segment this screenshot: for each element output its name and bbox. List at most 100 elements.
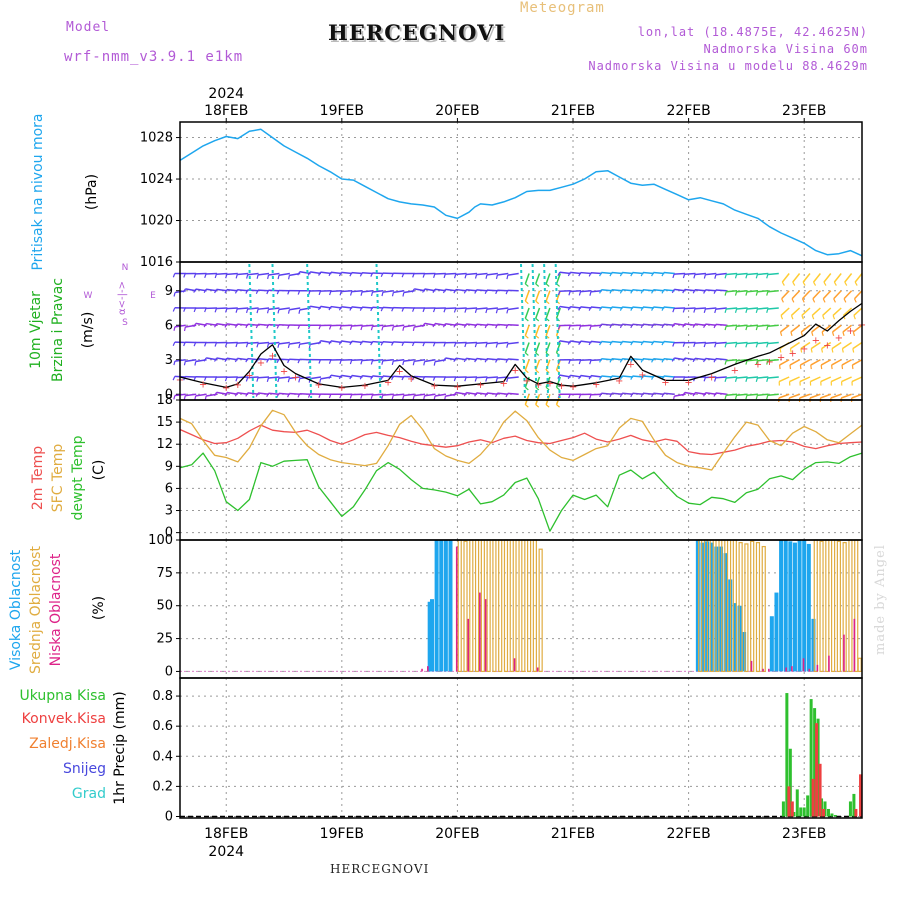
y-tick-label-wind: 9 — [165, 284, 173, 299]
compass-south: S — [122, 318, 128, 328]
wind-barb-feather — [453, 377, 457, 382]
wind-barb — [497, 358, 509, 361]
precip-bar-total — [830, 813, 834, 817]
wind-gust-marker: + — [476, 380, 484, 391]
wind-barb-feather — [713, 392, 717, 397]
cloud-bar-low — [843, 634, 845, 672]
precip-bar-convective — [818, 763, 822, 817]
wind-barb-feather — [619, 272, 623, 277]
wind-barb — [715, 376, 727, 379]
wind-barb-feather — [442, 357, 446, 362]
date-label-top: 22FEB — [666, 103, 710, 119]
wind-barb-feather — [318, 393, 321, 399]
precip-bar-total — [833, 814, 837, 817]
temperature-line-2 — [179, 452, 863, 532]
precip-axis-title: 1hr Precip (mm) — [112, 691, 128, 804]
wind-barb-feather — [349, 306, 353, 311]
cloud-bar-mid — [755, 542, 761, 673]
wind-barb-feather — [734, 395, 738, 400]
wind-barb-feather — [599, 324, 602, 329]
wind-barb — [705, 323, 717, 326]
wind-barb — [611, 392, 623, 395]
wind-barb — [535, 307, 541, 319]
wind-barb — [841, 393, 852, 399]
wind-barb-feather — [609, 289, 613, 294]
wind-barb-feather — [224, 392, 228, 397]
wind-barb-feather — [556, 404, 560, 408]
wind-barb-feather — [781, 281, 785, 286]
wind-barb — [507, 323, 519, 326]
y-tick-label-temperature: 6 — [165, 481, 173, 496]
wind-barb-feather — [474, 377, 478, 382]
wind-barb-feather — [661, 324, 665, 329]
wind-barb — [767, 359, 779, 362]
cloud-bar-low — [467, 618, 470, 672]
wind-barb-feather — [277, 309, 280, 314]
wind-barb-feather — [734, 326, 738, 331]
y-tick-label-precip: 0.2 — [152, 779, 173, 794]
wind-barb-feather — [422, 288, 426, 293]
wind-barb — [590, 271, 602, 275]
panel-background-temperature — [180, 400, 862, 540]
wind-gust-marker: + — [661, 378, 669, 389]
cloud-bar-low — [802, 658, 805, 672]
cloud-bar-mid — [538, 548, 543, 673]
date-label-top: 23FEB — [782, 103, 826, 119]
wind-barb-feather — [234, 392, 238, 397]
wind-barb — [611, 271, 623, 275]
wind-gust-marker: + — [453, 382, 461, 393]
wind-barb — [455, 323, 467, 326]
wind-barb-feather — [391, 326, 394, 331]
wind-barb — [802, 273, 811, 283]
precip-bar-total — [813, 708, 817, 817]
wind-barb-feather — [474, 358, 478, 363]
wind-gust-streak — [531, 263, 538, 399]
date-label-bottom: 21FEB — [551, 826, 595, 842]
wind-gust-streak — [248, 263, 255, 399]
wind-barb — [382, 393, 394, 396]
wind-barb-feather — [724, 326, 727, 331]
wind-barb-feather — [234, 323, 238, 328]
wind-barb — [736, 324, 748, 327]
wind-barb-feather — [831, 331, 835, 337]
wind-barb-feather — [463, 289, 467, 294]
wind-barb-feather — [609, 358, 613, 363]
wind-barb — [842, 341, 853, 350]
wind-barb — [476, 323, 488, 326]
wind-barb — [507, 392, 519, 395]
wind-barb-feather — [524, 283, 529, 287]
wind-barb — [767, 307, 779, 310]
wind-barb — [268, 272, 280, 276]
wind-barb-feather — [411, 342, 415, 347]
wind-barb-feather — [588, 272, 592, 277]
wind-barb — [237, 272, 249, 276]
wind-barb-feather — [453, 308, 457, 313]
wind-barb-feather — [766, 274, 769, 279]
wind-barb-feather — [801, 298, 805, 303]
wind-barb — [226, 323, 238, 326]
wind-barb — [247, 307, 259, 310]
wind-gust-marker: + — [384, 378, 392, 389]
wind-barb — [445, 322, 457, 326]
wind-barb — [757, 359, 769, 362]
wind-barb — [642, 358, 654, 361]
wind-barb-feather — [766, 308, 769, 313]
y-tick-label-clouds: 50 — [156, 599, 173, 614]
wind-barb-feather — [297, 324, 301, 330]
wind-barb — [611, 289, 623, 292]
wind-barb-feather — [790, 315, 794, 320]
wind-barb-feather — [224, 357, 228, 363]
wind-barb — [799, 359, 811, 366]
wind-barb — [247, 341, 259, 345]
wind-barb-feather — [619, 289, 623, 294]
wind-gust-marker: + — [234, 380, 242, 391]
wind-barb-feather — [474, 308, 478, 313]
wind-barb — [559, 305, 571, 309]
wind-barb — [736, 290, 748, 293]
wind-barb-feather — [474, 343, 478, 348]
wind-barb — [684, 272, 696, 276]
cloud-bar-high — [700, 542, 705, 672]
wind-barb-feather — [568, 325, 571, 330]
wind-barb-feather — [766, 377, 769, 382]
